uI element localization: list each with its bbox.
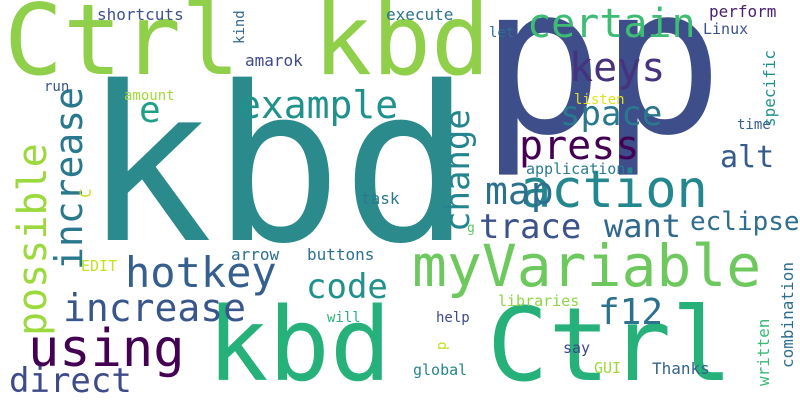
word-thanks: Thanks	[652, 361, 710, 377]
word-help: help	[436, 311, 470, 325]
word-certain: certain	[527, 4, 696, 44]
word-perform: perform	[709, 4, 776, 20]
word-eclipse: eclipse	[690, 209, 800, 235]
word-let: let	[489, 26, 514, 40]
word-libraries: libraries	[498, 294, 579, 309]
word-keys: keys	[569, 48, 665, 88]
word-edit: EDIT	[81, 259, 117, 274]
word-global: global	[413, 363, 467, 378]
word-amarok: amarok	[245, 53, 303, 69]
word-kind: kind	[233, 10, 247, 44]
word-g: g	[467, 222, 475, 235]
word-volume: increase	[63, 289, 246, 327]
word-alt: alt	[720, 143, 774, 173]
word-task: task	[361, 191, 400, 207]
word-arrow: arrow	[231, 247, 279, 263]
word-shortcuts: shortcuts	[97, 7, 184, 23]
word-execute: execute	[386, 7, 453, 23]
word-example: example	[238, 86, 398, 124]
word-say: say	[563, 341, 590, 356]
word-p-small: p	[435, 342, 449, 350]
word-combination: combination	[780, 262, 796, 368]
word-specific: specific	[762, 50, 778, 127]
word-will: will	[327, 311, 361, 325]
word-increase: increase	[50, 87, 88, 270]
word-linux: Linux	[703, 22, 748, 37]
word-code: code	[306, 270, 388, 304]
word-buttons: buttons	[307, 247, 374, 263]
word-run: run	[44, 80, 69, 94]
word-application: application	[526, 162, 625, 177]
word-amount: amount	[124, 89, 175, 103]
word-c-small: C	[78, 188, 94, 198]
word-want: want	[604, 210, 681, 242]
word-time: time	[737, 118, 771, 132]
word-written: written	[756, 319, 772, 386]
word-change: change	[441, 109, 475, 232]
word-direct: direct	[9, 364, 132, 398]
word-listen: listen	[574, 93, 625, 107]
word-trace: trace	[479, 210, 581, 244]
word-gui: GUI	[594, 361, 621, 376]
word-myvariable: myVariable	[412, 237, 761, 295]
word-f12: f12	[598, 295, 663, 331]
